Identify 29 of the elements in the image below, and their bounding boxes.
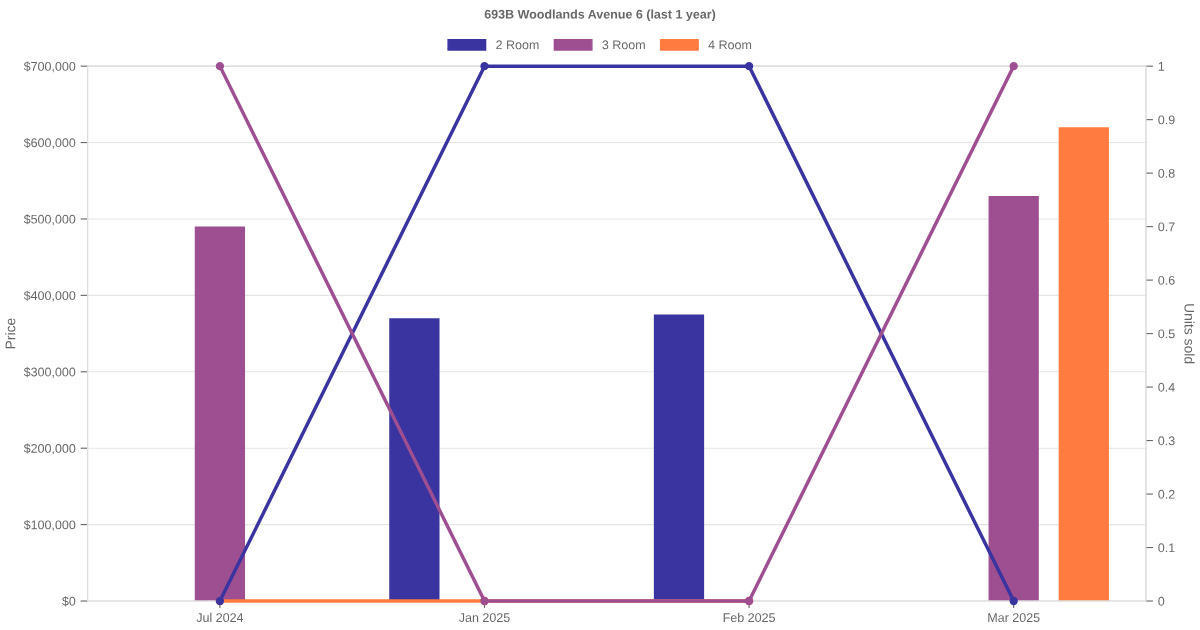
legend-label: 2 Room [496, 40, 539, 50]
x-tick-label: Mar 2025 [988, 613, 1040, 623]
y2-axis-title: Units sold [1184, 304, 1195, 364]
y2-tick-label: 0.1 [1158, 543, 1175, 553]
y2-tick-label: 0.7 [1158, 222, 1175, 232]
y-tick-label: $100,000 [23, 519, 76, 531]
y2-tick-label: 0.3 [1158, 436, 1175, 446]
y-tick-label: $600,000 [23, 137, 76, 149]
x-tick-label: Jul 2024 [196, 612, 244, 623]
y2-tick-label: 0 [1158, 596, 1165, 606]
x-tick-label: Jan 2025 [458, 613, 510, 623]
legend-label: 3 Room [602, 40, 645, 50]
y2-tick-label: 0.2 [1158, 489, 1175, 499]
y2-tick-label: 1 [1158, 62, 1165, 71]
y2-tick-label: 0.6 [1158, 275, 1175, 285]
x-tick-label: Feb 2025 [723, 612, 775, 623]
y-tick-label: $700,000 [23, 61, 76, 73]
y-tick-label: $500,000 [23, 214, 76, 226]
chart-title: 693B Woodlands Avenue 6 (last 1 year) [484, 9, 716, 22]
y-axis-title: Price [5, 318, 16, 349]
y2-tick-label: 0.9 [1158, 115, 1175, 125]
y-tick-label: $400,000 [23, 290, 76, 302]
y-tick-label: $0 [62, 596, 76, 607]
y2-tick-label: 0.8 [1158, 168, 1175, 178]
y-tick-label: $300,000 [23, 367, 76, 378]
legend-label: 4 Room [708, 40, 752, 50]
y2-tick-label: 0.4 [1158, 382, 1175, 392]
y-tick-label: $200,000 [23, 443, 76, 455]
y2-tick-label: 0.5 [1158, 329, 1175, 339]
